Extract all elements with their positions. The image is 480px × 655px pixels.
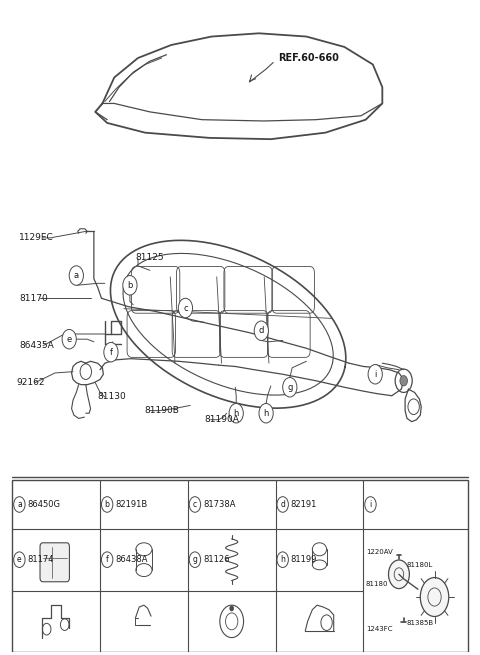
Circle shape [388,560,409,589]
Text: 81190B: 81190B [144,406,179,415]
Circle shape [62,329,76,349]
Circle shape [189,552,201,567]
Text: i: i [374,370,376,379]
Text: h: h [264,409,269,418]
Bar [12,480,468,652]
Circle shape [229,403,243,423]
Text: 86435A: 86435A [19,341,54,350]
Text: 81385B: 81385B [406,620,433,626]
Circle shape [368,365,383,384]
Text: 81170: 81170 [19,294,48,303]
Text: 81125: 81125 [136,253,164,262]
Text: a: a [74,271,79,280]
Text: b: b [105,500,109,509]
Text: 92162: 92162 [16,378,45,387]
Text: 1220AV: 1220AV [366,548,393,555]
Text: f: f [106,555,108,564]
Text: g: g [192,555,197,564]
Circle shape [179,298,192,318]
Text: 1129EC: 1129EC [19,233,54,242]
Text: 81180: 81180 [366,581,388,587]
Circle shape [14,496,25,512]
Circle shape [101,496,113,512]
Circle shape [365,496,376,512]
Circle shape [420,578,449,616]
Ellipse shape [312,560,326,570]
Text: c: c [193,500,197,509]
Text: 82191: 82191 [291,500,317,509]
Circle shape [123,276,137,295]
Text: 82191B: 82191B [115,500,147,509]
Text: 1243FC: 1243FC [366,626,392,633]
Text: 81738A: 81738A [203,500,236,509]
Circle shape [14,552,25,567]
Circle shape [69,266,84,286]
Text: h: h [233,409,239,418]
Circle shape [277,496,288,512]
Text: e: e [17,555,22,564]
Text: 81190A: 81190A [204,415,240,424]
Text: 81174: 81174 [27,555,54,564]
Circle shape [283,377,297,397]
Text: 86450G: 86450G [27,500,60,509]
Text: REF.60-660: REF.60-660 [278,52,339,62]
Circle shape [230,606,234,611]
Circle shape [259,403,273,423]
Ellipse shape [136,563,152,576]
FancyBboxPatch shape [40,543,70,582]
Text: c: c [183,303,188,312]
Text: b: b [127,281,132,290]
Circle shape [277,552,288,567]
Circle shape [254,321,268,341]
Text: g: g [287,383,292,392]
Circle shape [101,552,113,567]
Text: i: i [369,500,372,509]
Text: h: h [280,555,285,564]
Circle shape [189,496,201,512]
Text: d: d [259,326,264,335]
Text: 81199: 81199 [291,555,317,564]
Ellipse shape [136,543,152,556]
Text: e: e [67,335,72,344]
Text: f: f [109,348,112,357]
Circle shape [104,343,118,362]
Text: 81126: 81126 [203,555,229,564]
Text: a: a [17,500,22,509]
Circle shape [400,375,408,386]
Text: 81130: 81130 [97,392,126,402]
Text: 86438A: 86438A [115,555,148,564]
Ellipse shape [312,543,326,556]
Text: d: d [280,500,285,509]
Text: 81180L: 81180L [406,561,432,567]
